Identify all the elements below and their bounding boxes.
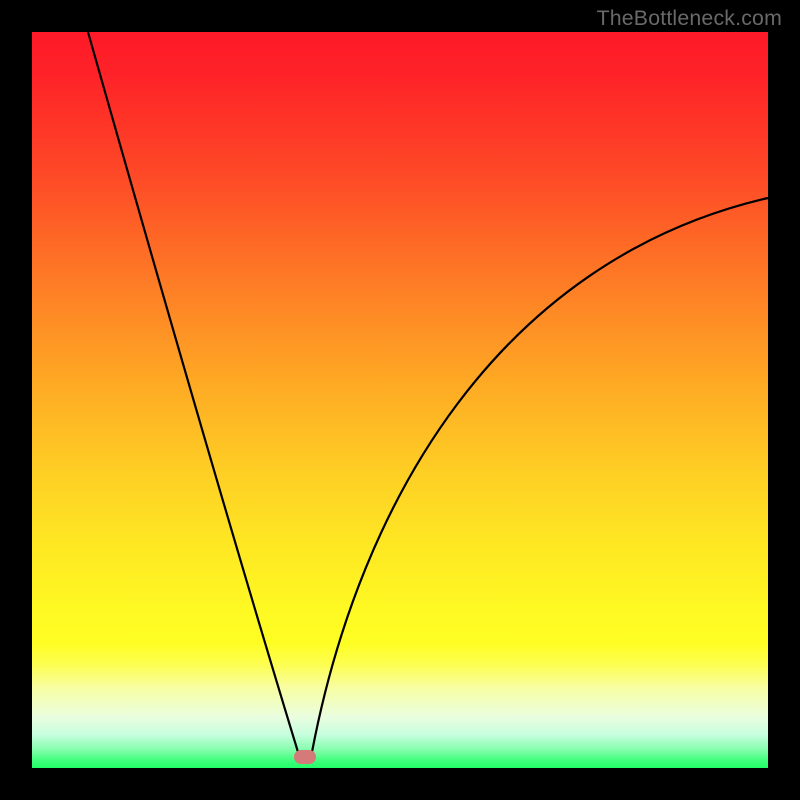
watermark-text: TheBottleneck.com [597,6,782,31]
cusp-marker [294,750,316,764]
bottleneck-chart [0,0,800,800]
plot-area [32,32,768,768]
